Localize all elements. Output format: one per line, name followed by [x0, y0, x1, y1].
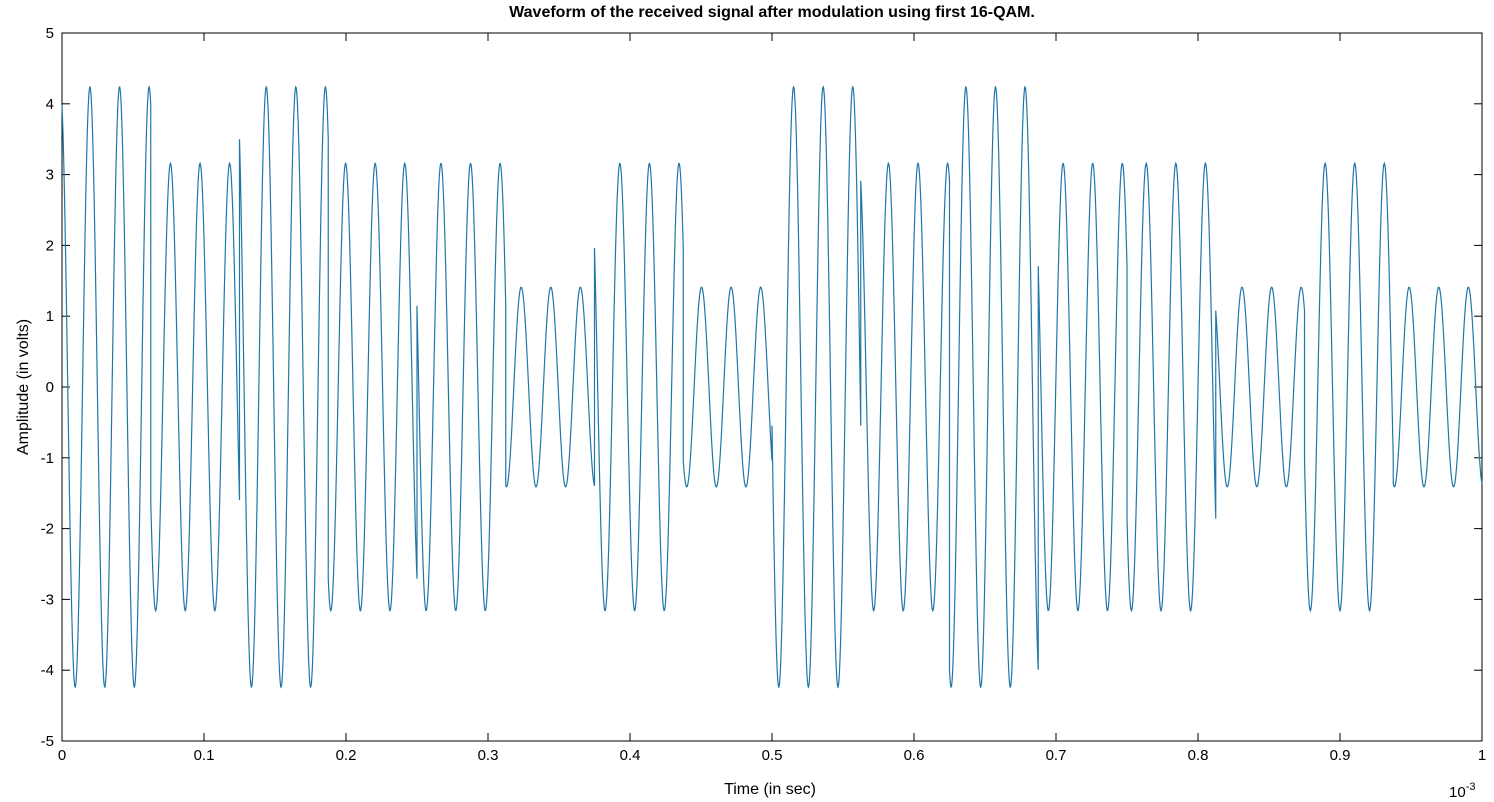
y-axis-label: Amplitude (in volts): [15, 319, 32, 455]
x-tick-label: 0.4: [620, 747, 641, 764]
x-exponent-power: -3: [1466, 781, 1476, 793]
x-tick-label: 0.8: [1188, 747, 1209, 764]
y-tick-label: -2: [41, 521, 54, 538]
x-tick-label: 0: [58, 747, 66, 764]
y-tick-label: 3: [46, 167, 54, 184]
x-tick-label: 0.9: [1330, 747, 1351, 764]
x-tick-label: 0.1: [194, 747, 215, 764]
x-exponent-base: 10: [1449, 784, 1466, 801]
y-tick-label: -3: [41, 591, 54, 608]
y-tick-label: -1: [41, 450, 54, 467]
y-tick-label: 4: [46, 96, 54, 113]
y-tick-label: -5: [41, 733, 54, 750]
x-tick-label: 0.3: [478, 747, 499, 764]
x-tick-label: 0.7: [1046, 747, 1067, 764]
axis-ticks: [61, 32, 1483, 742]
y-tick-label: -4: [41, 662, 54, 679]
y-tick-label: 2: [46, 237, 54, 254]
x-tick-label: 0.6: [904, 747, 925, 764]
y-tick-label: 5: [46, 25, 54, 42]
x-exponent-label: 10-3: [1449, 781, 1475, 801]
y-tick-label: 0: [46, 379, 54, 396]
y-tick-labels: 5 4 3 2 1 0 -1 -2 -3 -4 -5: [41, 25, 54, 750]
x-tick-label: 1: [1478, 747, 1486, 764]
x-tick-labels: 0 0.1 0.2 0.3 0.4 0.5 0.6 0.7 0.8 0.9 1: [58, 747, 1486, 764]
x-axis-label: Time (in sec): [724, 781, 816, 798]
x-tick-label: 0.2: [336, 747, 357, 764]
plot-area: [61, 32, 1483, 742]
signal-line: [61, 85, 1483, 689]
chart-title: Waveform of the received signal after mo…: [509, 4, 1035, 21]
y-tick-label: 1: [46, 308, 54, 325]
x-tick-label: 0.5: [762, 747, 783, 764]
